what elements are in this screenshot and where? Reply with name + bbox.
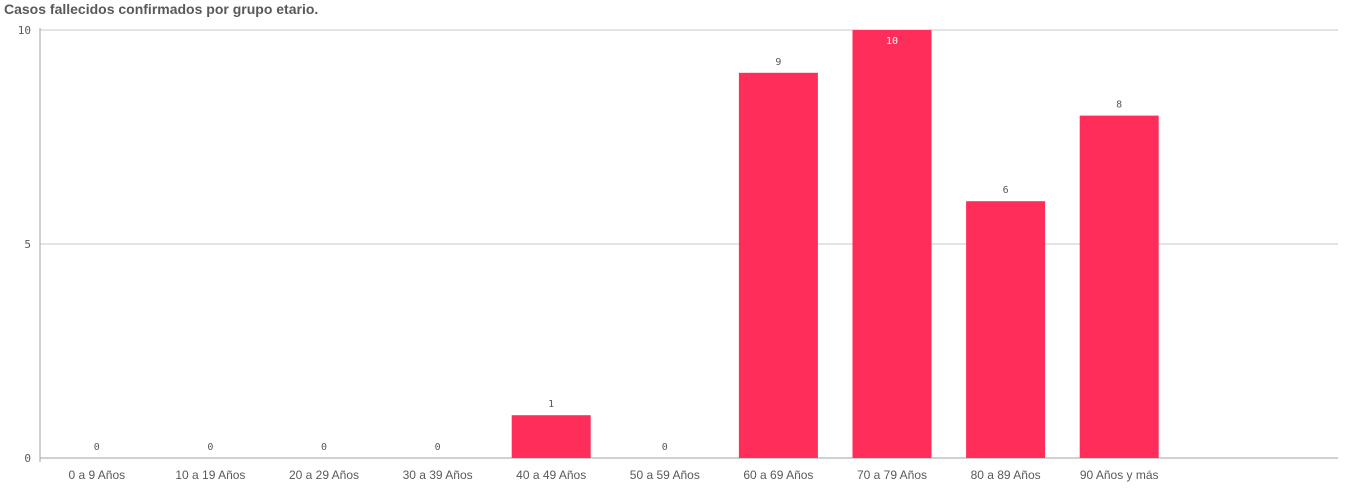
x-tick-label: 70 a 79 Años	[857, 468, 927, 482]
data-label: 9	[775, 57, 781, 68]
x-tick-label: 60 a 69 Años	[743, 468, 813, 482]
x-tick-label: 90 Años y más	[1080, 468, 1159, 482]
x-axis-ticks: 0 a 9 Años 10 a 19 Años 20 a 29 Años 30 a 3…	[68, 468, 1158, 482]
x-tick-label: 50 a 59 Años	[630, 468, 700, 482]
data-label: 10	[886, 36, 898, 47]
data-label: 0	[435, 442, 441, 453]
y-tick-label: 0	[24, 452, 31, 465]
data-label: 0	[207, 442, 213, 453]
bar[interactable]	[852, 30, 932, 458]
bar[interactable]	[511, 415, 591, 458]
data-label: 0	[662, 442, 668, 453]
y-axis-ticks: 0 5 10	[18, 24, 31, 465]
data-label: 0	[321, 442, 327, 453]
x-tick-label: 30 a 39 Años	[403, 468, 473, 482]
bars	[511, 30, 1159, 459]
y-tick-label: 5	[24, 238, 31, 251]
data-label: 6	[1003, 185, 1009, 196]
chart-title: Casos fallecidos confirmados por grupo e…	[4, 1, 319, 17]
data-label: 0	[94, 442, 100, 453]
bar[interactable]	[738, 72, 818, 459]
x-tick-label: 0 a 9 Años	[68, 468, 125, 482]
data-label: 1	[548, 399, 554, 410]
data-label: 8	[1116, 100, 1122, 111]
x-tick-label: 10 a 19 Años	[175, 468, 245, 482]
bar[interactable]	[1079, 115, 1159, 458]
x-tick-label: 80 a 89 Años	[971, 468, 1041, 482]
x-tick-label: 20 a 29 Años	[289, 468, 359, 482]
x-tick-label: 40 a 49 Años	[516, 468, 586, 482]
y-tick-label: 10	[18, 24, 31, 37]
bar[interactable]	[966, 201, 1046, 458]
